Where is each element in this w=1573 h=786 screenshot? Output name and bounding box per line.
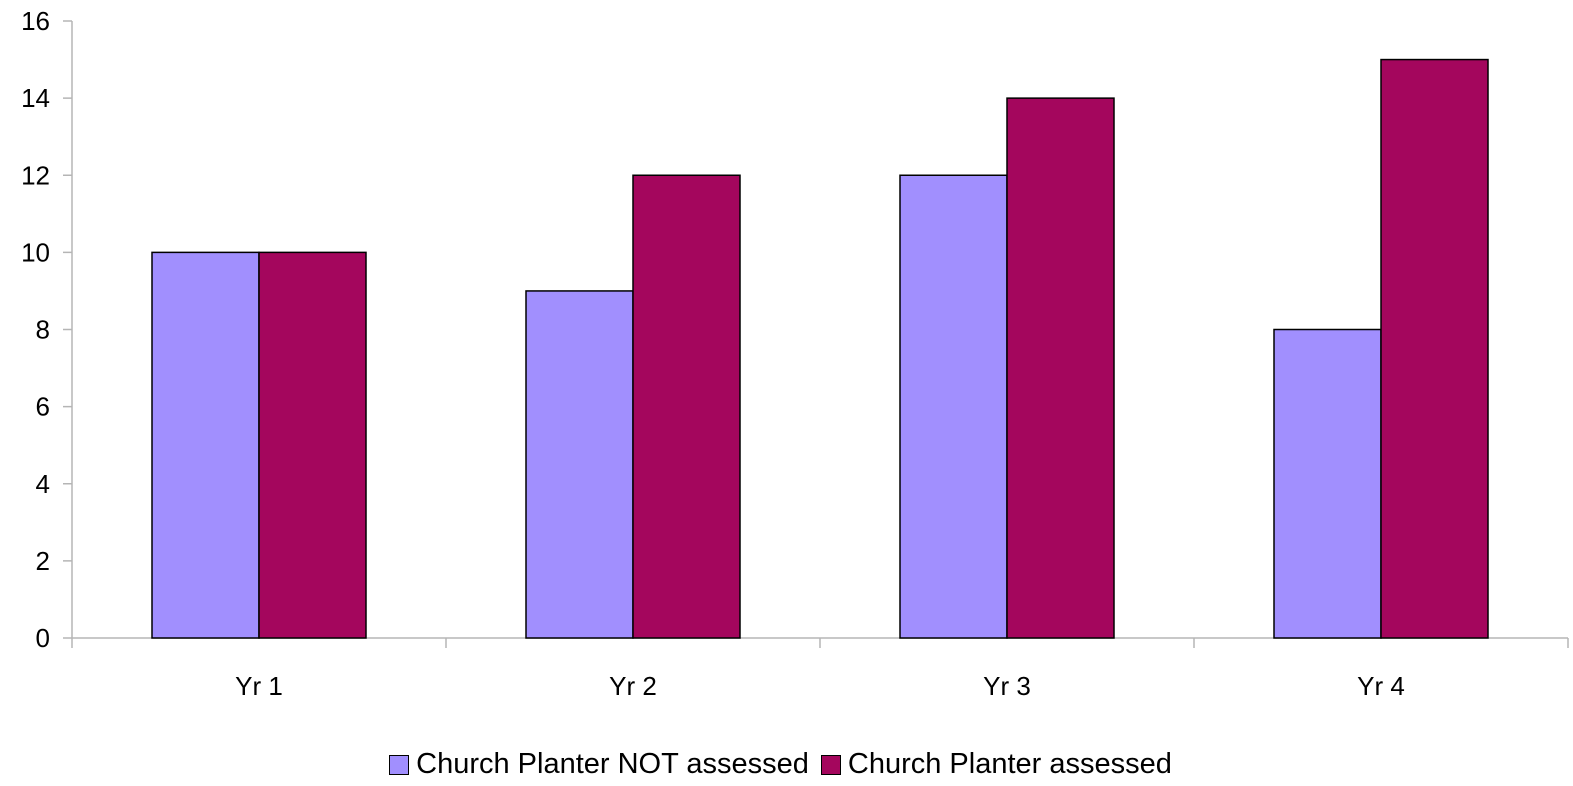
legend-label-assessed: Church Planter assessed [847,748,1172,780]
y-tick-label: 10 [21,237,50,267]
y-tick-label: 14 [21,83,50,113]
legend: Church Planter NOT assessed Church Plant… [0,748,1573,781]
y-tick-label: 8 [36,315,50,345]
y-tick-label: 6 [36,392,50,422]
y-tick-label: 0 [36,623,50,653]
bar-assessed-3 [1006,97,1115,639]
bar-not-assessed-2 [525,290,634,639]
legend-item-not-assessed: Church Planter NOT assessed [389,748,809,781]
bar-not-assessed-3 [899,174,1008,639]
y-tick-label: 4 [36,469,50,499]
bar-assessed-4 [1380,58,1489,639]
x-tick-label: Yr 3 [983,671,1031,701]
bar-not-assessed-1 [151,251,260,639]
legend-label-not-assessed: Church Planter NOT assessed [416,748,809,780]
legend-item-assessed: Church Planter assessed [820,748,1172,781]
bar-not-assessed-4 [1273,328,1382,639]
y-tick-label: 16 [21,6,50,36]
x-tick-label: Yr 1 [235,671,283,701]
y-tick-label: 12 [21,160,50,190]
legend-swatch-assessed [820,754,841,775]
legend-swatch-not-assessed [389,754,410,775]
bar-chart: 0 2 4 6 8 10 12 14 16 Yr 1 Yr 2 Yr 3 Yr 4 [21,6,1569,701]
x-axis: Yr 1 Yr 2 Yr 3 Yr 4 [71,637,1569,701]
bar-assessed-1 [258,251,367,639]
bars [151,58,1489,639]
x-tick-label: Yr 2 [609,671,657,701]
x-tick-label: Yr 4 [1357,671,1405,701]
y-axis: 0 2 4 6 8 10 12 14 16 [21,6,73,653]
y-tick-label: 2 [36,546,50,576]
bar-assessed-2 [632,174,741,639]
